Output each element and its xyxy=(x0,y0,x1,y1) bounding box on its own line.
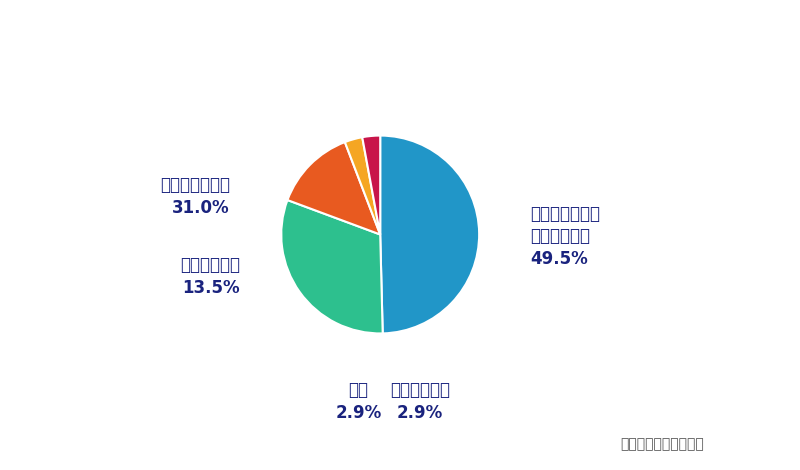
Text: 紛失・誤廃棄
13.5%: 紛失・誤廃棄 13.5% xyxy=(180,256,240,297)
Wedge shape xyxy=(362,135,380,235)
Wedge shape xyxy=(380,135,479,333)
Text: 誤表示・誤送信
31.0%: 誤表示・誤送信 31.0% xyxy=(160,176,230,217)
Text: ウイルス感染・
不正アクセス
49.5%: ウイルス感染・ 不正アクセス 49.5% xyxy=(530,204,601,268)
Wedge shape xyxy=(287,142,380,235)
Wedge shape xyxy=(282,200,382,333)
Text: 不明・その他
2.9%: 不明・その他 2.9% xyxy=(390,381,450,422)
Wedge shape xyxy=(345,137,380,235)
Text: 東京商エリサーチ調べ: 東京商エリサーチ調べ xyxy=(620,437,704,451)
Text: 盗難
2.9%: 盗難 2.9% xyxy=(335,381,382,422)
